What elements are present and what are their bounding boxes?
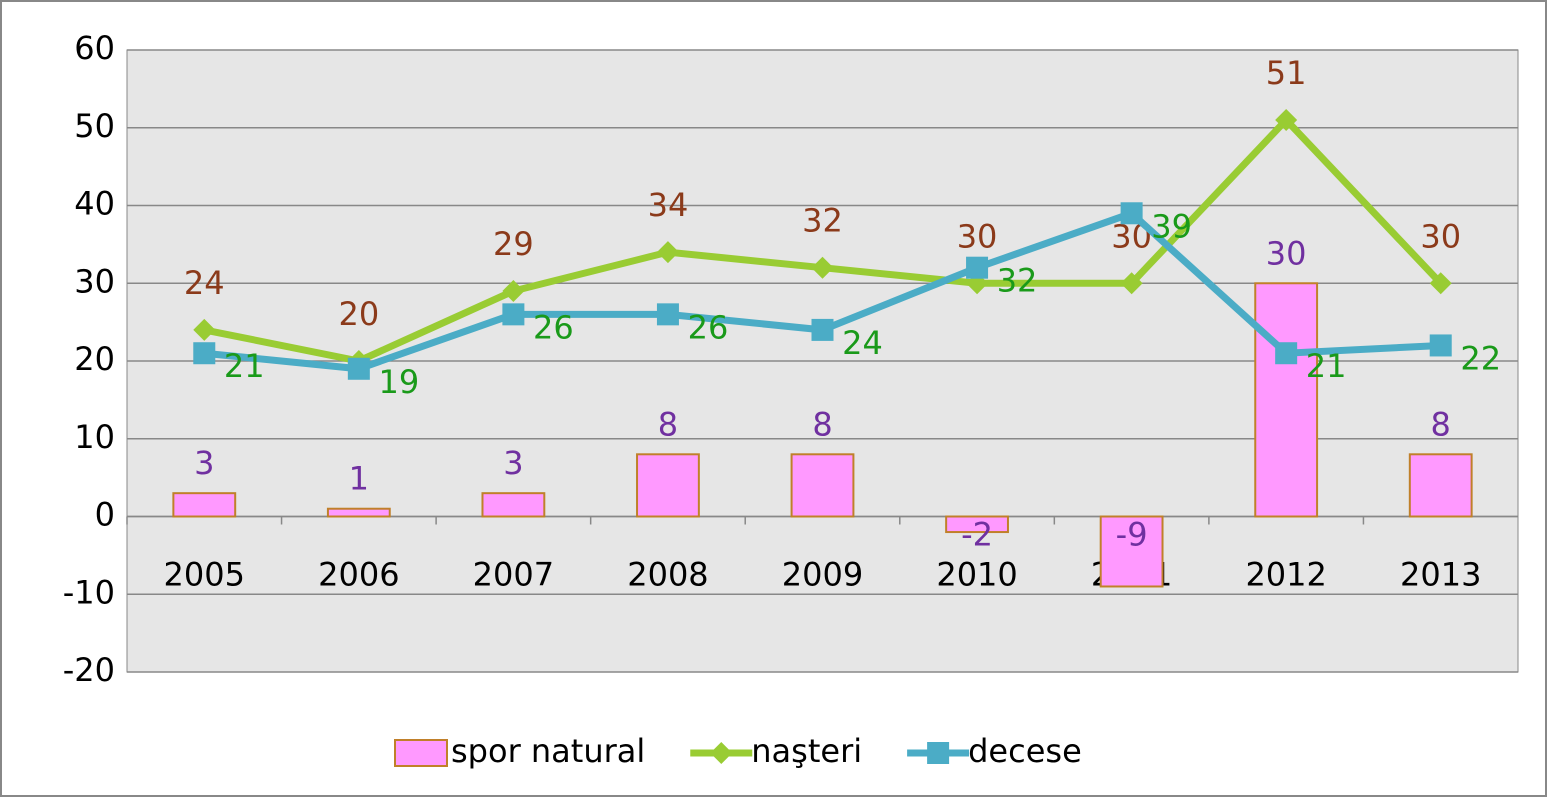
- x-tick-label: 2007: [473, 556, 554, 594]
- y-tick-label: 60: [74, 29, 115, 67]
- bar: [1254, 282, 1319, 518]
- marker: [656, 241, 679, 264]
- x-tick-label: 2010: [936, 556, 1017, 594]
- x-tick-label: 2008: [627, 556, 708, 594]
- data-label: 8: [812, 405, 832, 443]
- marker: [656, 303, 679, 326]
- marker: [193, 342, 216, 365]
- data-label: 21: [224, 347, 265, 385]
- data-label: -9: [1116, 516, 1148, 554]
- data-label: 19: [378, 363, 419, 401]
- bar: [481, 492, 546, 518]
- marker: [1275, 108, 1298, 131]
- y-tick-label: 20: [74, 340, 115, 378]
- bar: [1408, 453, 1473, 518]
- marker: [811, 256, 834, 279]
- marker: [1120, 272, 1143, 295]
- data-label: 8: [658, 405, 678, 443]
- y-tick-label: 40: [74, 185, 115, 223]
- legend-label: decese: [968, 732, 1082, 770]
- bar: [945, 515, 1009, 534]
- legend-marker: [927, 742, 950, 764]
- x-tick-label: 2012: [1245, 556, 1326, 594]
- data-label: 32: [802, 202, 843, 240]
- x-tick-label: 2009: [782, 556, 863, 594]
- legend-swatch: [394, 739, 448, 767]
- bar: [326, 507, 391, 518]
- x-tick-label: 2006: [318, 556, 399, 594]
- y-tick-label: 0: [95, 496, 115, 534]
- marker: [1275, 342, 1298, 365]
- legend-marker: [710, 742, 733, 764]
- marker: [966, 256, 989, 279]
- data-label: 24: [184, 264, 225, 302]
- bar: [636, 453, 700, 518]
- data-label: 24: [842, 324, 883, 362]
- y-tick-label: 50: [74, 107, 115, 145]
- data-label: 22: [1460, 339, 1501, 377]
- marker: [502, 303, 525, 326]
- x-tick-label: 2005: [164, 556, 245, 594]
- marker: [502, 280, 525, 303]
- data-label: 30: [1420, 217, 1461, 255]
- data-label: 32: [997, 262, 1038, 300]
- data-label: 1: [349, 460, 369, 498]
- data-label: -2: [961, 516, 993, 554]
- data-label: 30: [1266, 234, 1307, 272]
- data-label: 21: [1306, 347, 1347, 385]
- legend-label: naşteri: [751, 732, 862, 770]
- bar: [1099, 515, 1164, 588]
- y-tick-label: 10: [74, 418, 115, 456]
- marker: [1429, 272, 1452, 295]
- x-tick-label: 2013: [1400, 556, 1481, 594]
- data-label: 26: [533, 308, 574, 346]
- data-label: 34: [648, 186, 689, 224]
- data-label: 8: [1431, 405, 1451, 443]
- marker: [1120, 202, 1143, 225]
- data-label: 3: [503, 444, 523, 482]
- data-label: 29: [493, 225, 534, 263]
- bar: [172, 492, 237, 518]
- marker: [193, 318, 216, 341]
- marker: [1429, 334, 1452, 357]
- marker: [811, 318, 834, 341]
- bar: [790, 453, 855, 518]
- data-label: 26: [688, 308, 729, 346]
- legend-label: spor natural: [451, 732, 645, 770]
- data-label: 20: [338, 295, 379, 333]
- y-tick-label: 30: [74, 262, 115, 300]
- data-label: 3: [194, 444, 214, 482]
- y-tick-label: -20: [63, 651, 115, 689]
- data-label: 51: [1266, 54, 1307, 92]
- y-tick-label: -10: [63, 573, 115, 611]
- data-label: 30: [957, 217, 998, 255]
- data-label: 39: [1151, 207, 1192, 245]
- marker: [347, 357, 370, 380]
